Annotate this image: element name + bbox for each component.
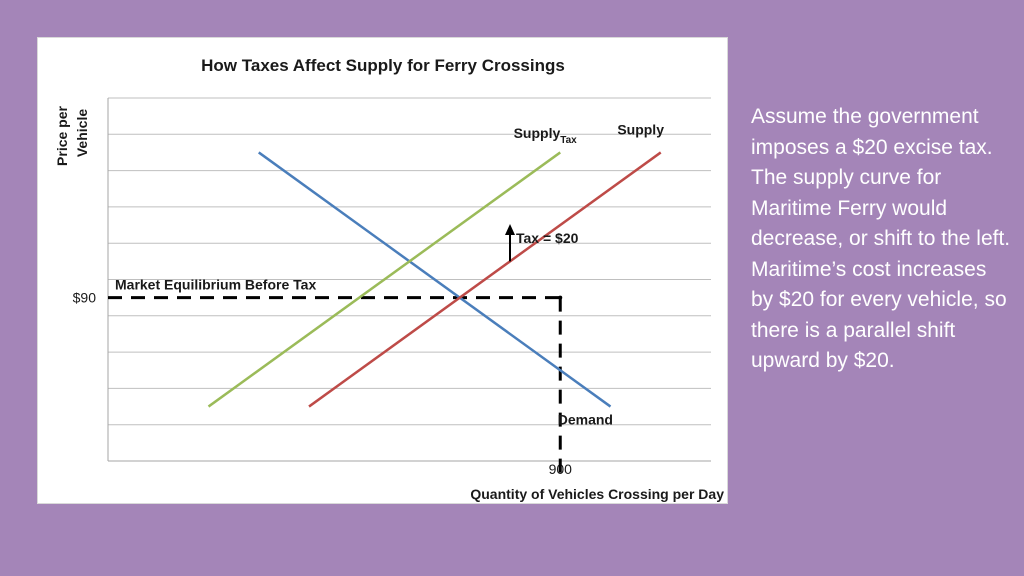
tax-arrow-head: [505, 224, 515, 236]
chart-panel: How Taxes Affect Supply for Ferry Crossi…: [37, 37, 728, 504]
chart-title: How Taxes Affect Supply for Ferry Crossi…: [201, 56, 565, 75]
equilibrium-label: Market Equilibrium Before Tax: [115, 277, 316, 293]
series-label-demand: Demand: [558, 412, 613, 428]
y-axis-label-line2: Vehicle: [74, 109, 90, 157]
tax-label: Tax = $20: [516, 230, 579, 246]
supply-tax-chart: How Taxes Affect Supply for Ferry Crossi…: [54, 56, 724, 502]
equilibrium-point: [558, 295, 563, 300]
explanation-text: Assume the government imposes a $20 exci…: [751, 105, 1011, 372]
series-line-demand: [258, 151, 612, 408]
y-axis-label-line1: Price per: [54, 105, 70, 165]
x-axis-label: Quantity of Vehicles Crossing per Day: [470, 486, 724, 502]
series-label-supply: Supply: [617, 121, 664, 137]
y-tick-label: $90: [73, 290, 97, 306]
series-line-supply: [308, 151, 662, 408]
series-line-supply-tax: [207, 151, 561, 408]
series-label-supply-tax: SupplyTax: [514, 125, 578, 146]
